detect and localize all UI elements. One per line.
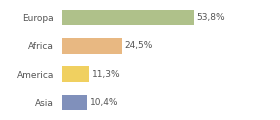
- Bar: [62, 10, 194, 25]
- Text: 53,8%: 53,8%: [197, 13, 225, 22]
- Bar: [62, 66, 89, 82]
- Bar: [62, 95, 87, 110]
- Text: 10,4%: 10,4%: [90, 98, 118, 107]
- Text: 11,3%: 11,3%: [92, 70, 120, 79]
- Text: 24,5%: 24,5%: [124, 41, 153, 50]
- Bar: [62, 38, 122, 54]
